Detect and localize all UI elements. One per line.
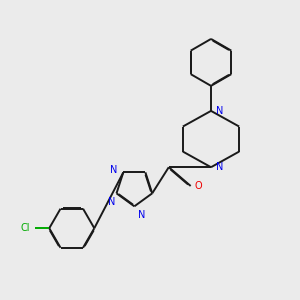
Text: N: N (110, 165, 117, 175)
Text: N: N (138, 210, 145, 220)
Text: N: N (108, 197, 116, 207)
Text: Cl: Cl (20, 223, 30, 233)
Text: O: O (195, 181, 202, 191)
Text: N: N (216, 106, 224, 116)
Text: N: N (216, 162, 224, 172)
